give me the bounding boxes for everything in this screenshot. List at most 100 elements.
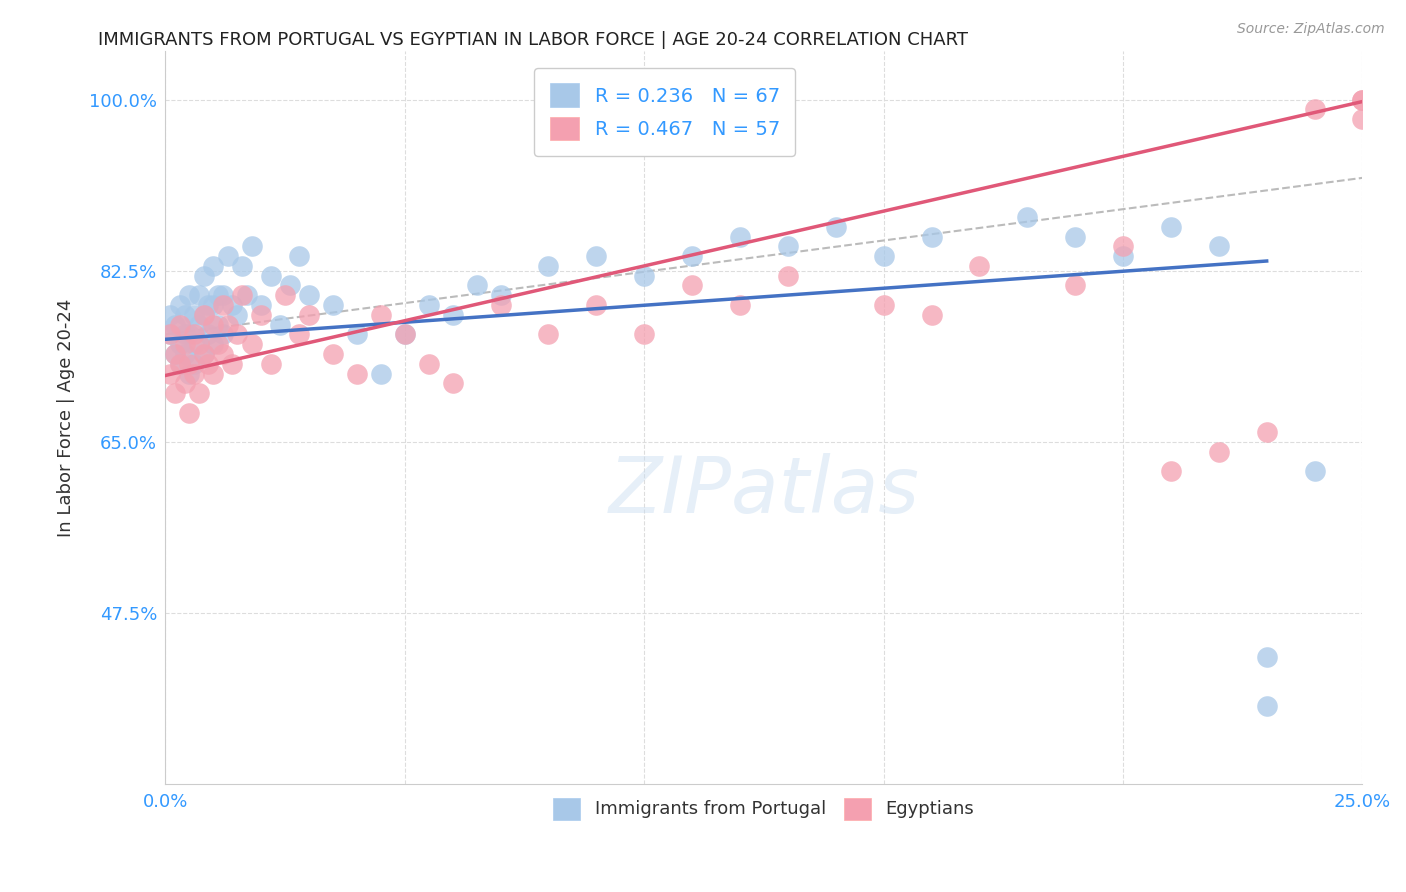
Point <box>418 357 440 371</box>
Point <box>1112 249 1135 263</box>
Point <box>370 308 392 322</box>
Point <box>183 327 205 342</box>
Point <box>179 367 201 381</box>
Point <box>179 357 201 371</box>
Text: Source: ZipAtlas.com: Source: ZipAtlas.com <box>1237 22 1385 37</box>
Point <box>226 327 249 342</box>
Point <box>728 229 751 244</box>
Point <box>585 298 607 312</box>
Point <box>346 367 368 381</box>
Point <box>179 288 201 302</box>
Point <box>489 288 512 302</box>
Point <box>193 308 215 322</box>
Point <box>394 327 416 342</box>
Point <box>1064 278 1087 293</box>
Point <box>202 337 225 351</box>
Point <box>173 308 195 322</box>
Point <box>278 278 301 293</box>
Point <box>217 318 239 332</box>
Point <box>1160 464 1182 478</box>
Point <box>585 249 607 263</box>
Point <box>159 308 181 322</box>
Point <box>212 327 235 342</box>
Point <box>197 357 219 371</box>
Point <box>1303 464 1326 478</box>
Point <box>921 308 943 322</box>
Point <box>163 318 186 332</box>
Point <box>187 337 209 351</box>
Point <box>269 318 291 332</box>
Point <box>187 386 209 401</box>
Point <box>169 357 191 371</box>
Point <box>169 298 191 312</box>
Point <box>298 308 321 322</box>
Point <box>1256 699 1278 714</box>
Y-axis label: In Labor Force | Age 20-24: In Labor Force | Age 20-24 <box>58 298 75 537</box>
Point <box>202 259 225 273</box>
Point <box>159 367 181 381</box>
Point <box>489 298 512 312</box>
Point <box>322 347 344 361</box>
Point <box>969 259 991 273</box>
Point <box>231 259 253 273</box>
Point <box>163 386 186 401</box>
Point <box>260 357 283 371</box>
Point <box>226 308 249 322</box>
Point <box>183 357 205 371</box>
Point <box>173 347 195 361</box>
Point <box>231 288 253 302</box>
Text: IMMIGRANTS FROM PORTUGAL VS EGYPTIAN IN LABOR FORCE | AGE 20-24 CORRELATION CHAR: IMMIGRANTS FROM PORTUGAL VS EGYPTIAN IN … <box>98 31 969 49</box>
Point <box>1064 229 1087 244</box>
Point <box>202 298 225 312</box>
Point <box>221 298 243 312</box>
Point <box>173 337 195 351</box>
Point <box>207 288 229 302</box>
Point <box>441 376 464 391</box>
Point <box>193 268 215 283</box>
Point <box>537 327 560 342</box>
Point <box>169 357 191 371</box>
Point <box>212 347 235 361</box>
Point <box>217 249 239 263</box>
Point <box>633 268 655 283</box>
Point <box>187 318 209 332</box>
Point <box>193 308 215 322</box>
Point <box>1160 219 1182 234</box>
Point <box>202 318 225 332</box>
Point <box>169 318 191 332</box>
Point <box>274 288 297 302</box>
Point <box>187 288 209 302</box>
Point <box>1208 444 1230 458</box>
Point <box>221 357 243 371</box>
Point <box>183 367 205 381</box>
Point <box>346 327 368 342</box>
Point <box>370 367 392 381</box>
Point <box>322 298 344 312</box>
Point <box>1256 425 1278 440</box>
Point <box>173 327 195 342</box>
Point <box>465 278 488 293</box>
Point <box>1351 112 1374 127</box>
Point <box>260 268 283 283</box>
Point <box>633 327 655 342</box>
Point <box>288 327 311 342</box>
Point <box>159 327 181 342</box>
Point <box>250 308 273 322</box>
Point <box>298 288 321 302</box>
Point <box>169 337 191 351</box>
Point <box>1351 93 1374 107</box>
Point <box>207 318 229 332</box>
Point <box>179 327 201 342</box>
Point <box>250 298 273 312</box>
Point <box>1017 210 1039 224</box>
Point <box>197 327 219 342</box>
Point <box>728 298 751 312</box>
Point <box>163 347 186 361</box>
Point <box>207 337 229 351</box>
Point <box>441 308 464 322</box>
Point <box>288 249 311 263</box>
Point <box>240 239 263 253</box>
Point <box>681 278 703 293</box>
Point <box>872 249 894 263</box>
Point <box>183 308 205 322</box>
